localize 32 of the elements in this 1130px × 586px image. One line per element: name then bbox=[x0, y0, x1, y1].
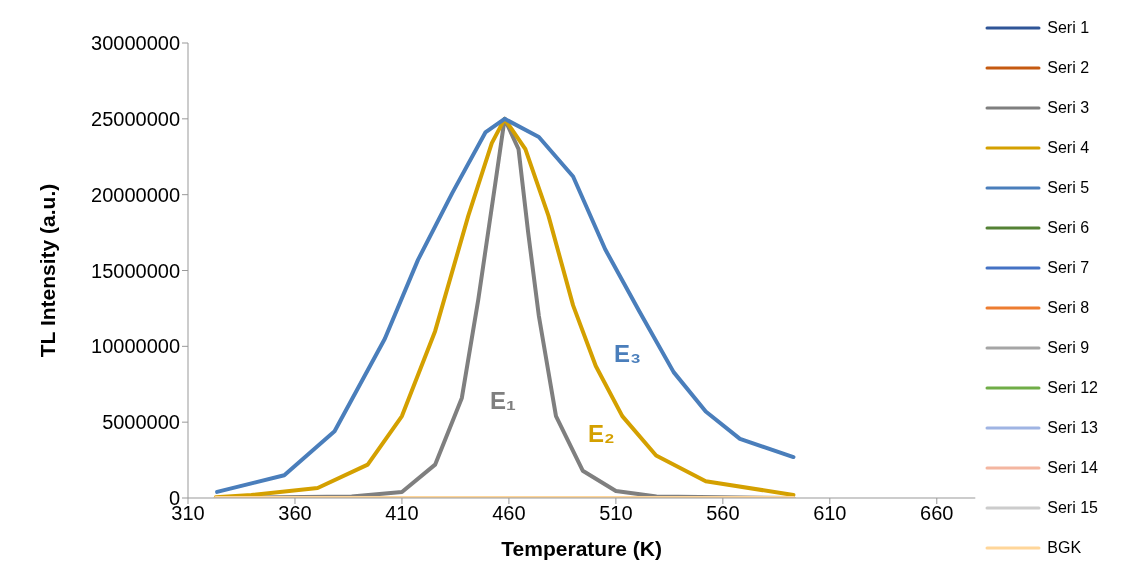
y-tick-label: 30000000 bbox=[91, 32, 180, 55]
legend-label: Seri 1 bbox=[1047, 19, 1090, 37]
legend-label: Seri 2 bbox=[1047, 59, 1090, 77]
legend-label: Seri 3 bbox=[1047, 99, 1090, 117]
y-tick-label: 20000000 bbox=[91, 183, 180, 206]
x-tick-label: 460 bbox=[492, 502, 526, 525]
x-tick-label: 610 bbox=[813, 502, 847, 525]
x-tick-label: 660 bbox=[920, 502, 954, 525]
legend-label: Seri 4 bbox=[1047, 139, 1090, 157]
y-tick-label: 25000000 bbox=[91, 107, 180, 130]
legend-label: Seri 13 bbox=[1047, 419, 1098, 437]
x-tick-label: 360 bbox=[278, 502, 312, 525]
legend-label: BGK bbox=[1047, 539, 1082, 557]
y-tick-label: 15000000 bbox=[91, 259, 180, 282]
x-axis-title: Temperature (K) bbox=[501, 537, 662, 560]
legend-label: Seri 12 bbox=[1047, 379, 1098, 397]
legend-label: Seri 14 bbox=[1047, 459, 1098, 477]
annotation: E₃ bbox=[614, 340, 642, 368]
legend-label: Seri 8 bbox=[1047, 299, 1090, 317]
y-axis-title: TL Intensity (a.u.) bbox=[36, 183, 60, 358]
legend-label: Seri 5 bbox=[1047, 179, 1090, 197]
annotation: E₂ bbox=[588, 420, 615, 448]
legend-label: Seri 6 bbox=[1047, 219, 1090, 237]
y-tick-label: 5000000 bbox=[102, 411, 180, 434]
x-tick-label: 560 bbox=[706, 502, 740, 525]
x-tick-label: 510 bbox=[599, 502, 633, 525]
legend-label: Seri 7 bbox=[1047, 259, 1090, 277]
annotation: E₁ bbox=[490, 387, 516, 415]
x-tick-label: 410 bbox=[385, 502, 419, 525]
legend-label: Seri 15 bbox=[1047, 499, 1098, 517]
legend-label: Seri 9 bbox=[1047, 339, 1090, 357]
y-tick-label: 10000000 bbox=[91, 335, 180, 358]
